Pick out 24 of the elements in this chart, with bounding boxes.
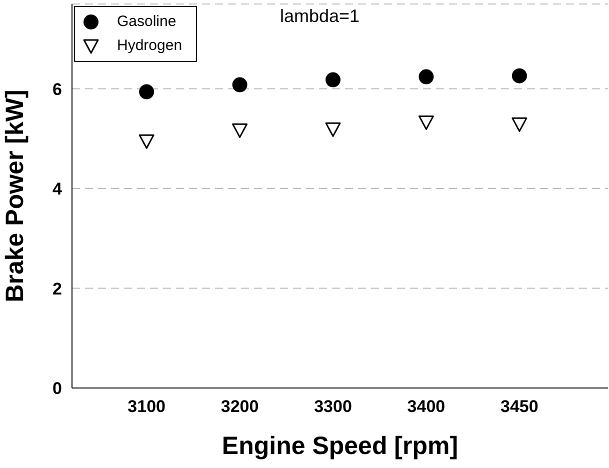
x-tick-label: 3300 [314, 397, 352, 416]
x-tick-label: 3200 [220, 397, 259, 416]
point [138, 134, 154, 149]
point [232, 123, 248, 138]
annotation: lambda=1 [280, 6, 360, 27]
x-tick-label: 3450 [500, 397, 538, 416]
point [139, 84, 154, 100]
x-axis-title: Engine Speed [rpm] [222, 432, 458, 460]
point [326, 72, 341, 88]
y-tick-label: 2 [52, 279, 62, 298]
point [418, 69, 434, 84]
legend-label: Hydrogen [117, 36, 182, 56]
y-tick-label: 4 [52, 180, 63, 199]
point [325, 122, 341, 137]
y-tick-label: 0 [52, 379, 62, 398]
legend-label: Gasoline [117, 12, 176, 32]
point [512, 117, 528, 132]
x-tick-label: 3100 [128, 397, 166, 416]
y-tick-label: 6 [52, 80, 62, 99]
point [512, 68, 527, 84]
point [232, 77, 248, 92]
y-axis-title: Brake Power [kW] [0, 90, 29, 302]
point [418, 115, 434, 130]
x-tick-label: 3400 [407, 397, 446, 416]
